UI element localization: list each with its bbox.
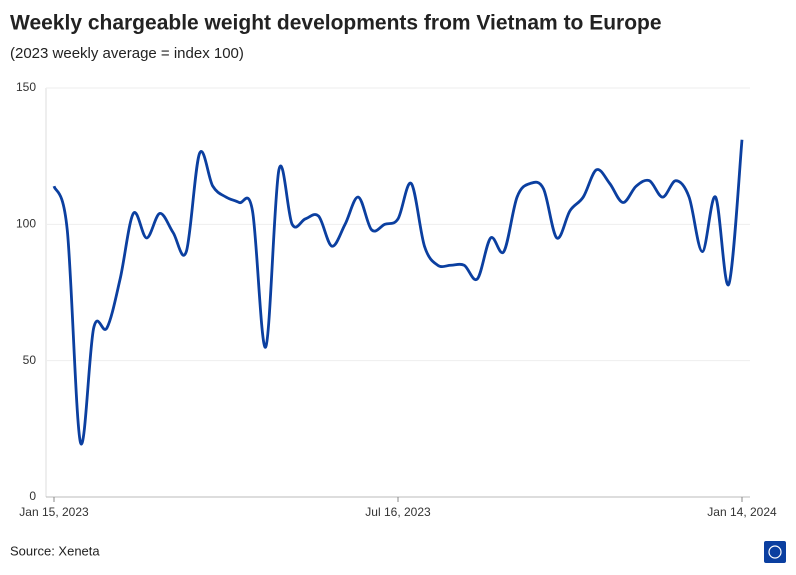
y-tick-label: 150 (16, 80, 36, 94)
y-tick-label: 50 (23, 353, 37, 367)
x-tick-label: Jul 16, 2023 (365, 505, 431, 519)
line-series (52, 139, 744, 446)
y-tick-label: 100 (16, 217, 36, 231)
source: Source: Xeneta (10, 543, 100, 558)
chart-title: Weekly chargeable weight developments fr… (10, 12, 662, 35)
y-tick-label: 0 (29, 489, 36, 503)
x-tick-label: Jan 14, 2024 (707, 505, 777, 519)
logo (764, 541, 786, 563)
x-tick-label: Jan 15, 2023 (19, 505, 89, 519)
chart-subtitle: (2023 weekly average = index 100) (10, 45, 244, 62)
